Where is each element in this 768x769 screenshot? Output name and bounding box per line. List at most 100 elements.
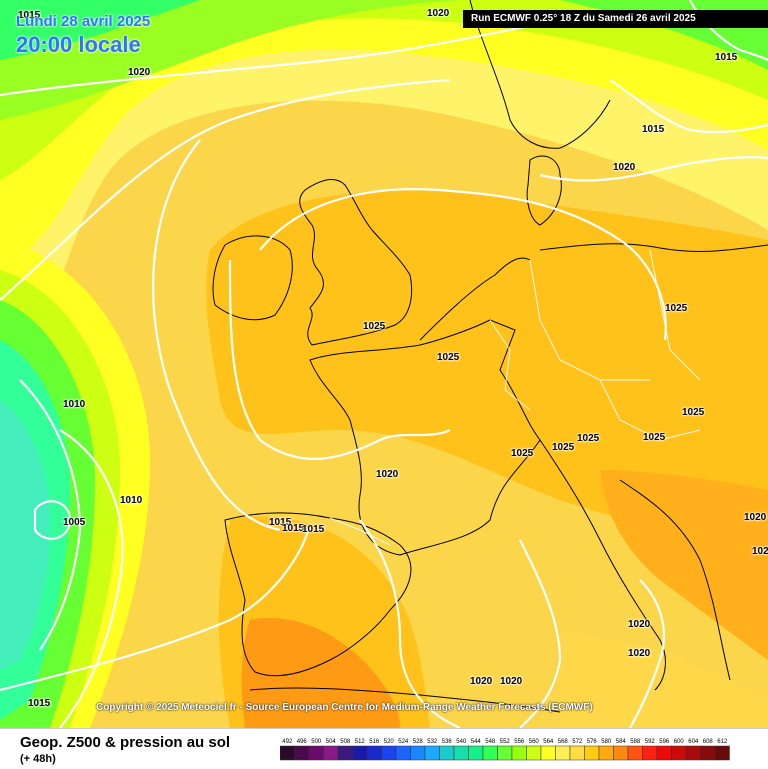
legend-swatch xyxy=(569,745,585,761)
isobar-label: 1020 xyxy=(376,469,399,480)
isobar-1015-ne xyxy=(609,79,768,134)
isobar-1020-greece xyxy=(629,579,665,728)
ireland-outline xyxy=(212,235,293,321)
legend-swatch xyxy=(685,745,701,761)
isobar-label: 1015 xyxy=(18,10,41,21)
isobar-label: 1005 xyxy=(63,517,86,528)
isobar-label: 1025 xyxy=(665,303,688,314)
legend-swatch xyxy=(555,745,571,761)
legend-swatch xyxy=(526,745,542,761)
band-light-south xyxy=(560,630,768,728)
legend-tick-label: 492 xyxy=(282,739,293,745)
legend-swatch xyxy=(308,745,324,761)
isobar-label: 1020 xyxy=(500,676,523,687)
legend-swatch xyxy=(366,745,382,761)
legend-swatch xyxy=(280,745,295,761)
legend-swatch xyxy=(410,745,426,761)
legend-tick-label: 596 xyxy=(659,739,670,745)
legend-tick-label: 540 xyxy=(456,739,467,745)
legend-tick-label: 612 xyxy=(717,739,728,745)
legend-tick-label: 516 xyxy=(369,739,380,745)
legend-swatch xyxy=(511,745,527,761)
legend-tick-label: 564 xyxy=(543,739,554,745)
legend-swatch xyxy=(598,745,614,761)
legend-swatch xyxy=(337,745,353,761)
isobar-label: 1010 xyxy=(120,495,143,506)
legend-tick-label: 600 xyxy=(674,739,685,745)
legend-swatch xyxy=(294,745,310,761)
africa-coast xyxy=(249,687,561,713)
forecast-offset: (+ 48h) xyxy=(20,753,56,765)
legend-tick-label: 556 xyxy=(514,739,525,745)
legend-tick-label: 496 xyxy=(297,739,308,745)
adriatic-coast xyxy=(619,479,731,681)
legend-tick-label: 528 xyxy=(413,739,424,745)
isobar-label: 1025 xyxy=(577,433,600,444)
legend-tick-label: 552 xyxy=(500,739,511,745)
band-pale-yellow xyxy=(0,0,768,340)
legend-swatch xyxy=(540,745,556,761)
border-fr-de xyxy=(489,319,531,411)
legend-swatch xyxy=(352,745,368,761)
isobar-1020-west xyxy=(152,139,281,532)
isobar-1020-north xyxy=(0,18,561,97)
isobar-1015-sw xyxy=(0,524,312,692)
isobar-label: 1015 xyxy=(642,124,665,135)
legend-tick-label: 604 xyxy=(688,739,699,745)
legend-tick-label: 608 xyxy=(703,739,714,745)
isobar-label: 1025 xyxy=(552,442,575,453)
isobar-label: 1020 xyxy=(628,648,651,659)
france-outline xyxy=(309,319,541,556)
isobar-label: 1025 xyxy=(363,321,386,332)
britain-outline xyxy=(299,179,413,346)
forecast-time: 20:00 locale xyxy=(16,32,141,57)
legend-tick-label: 500 xyxy=(311,739,322,745)
legend-swatch xyxy=(584,745,600,761)
isobar-1025 xyxy=(259,188,667,341)
legend-tick-label: 508 xyxy=(340,739,351,745)
border-de-pl xyxy=(529,259,650,381)
band-deep-orange xyxy=(241,618,400,728)
run-banner: Run ECMWF 0.25° 18 Z du Samedi 26 avril … xyxy=(463,10,768,28)
isobar-1020-ne xyxy=(539,156,768,182)
baltic-coast xyxy=(539,243,768,252)
isobar-label: 1020 xyxy=(613,162,636,173)
band-orange-balkans xyxy=(600,470,768,660)
netherlands-coast xyxy=(419,257,531,341)
isobar-1010-inner xyxy=(19,379,82,651)
legend-swatch xyxy=(642,745,658,761)
color-legend: 492 496 500 504 508 512 516 520 524 528 532 536 540 5… xyxy=(280,739,730,761)
isobar-label: 1010 xyxy=(63,399,86,410)
legend-tick-label: 536 xyxy=(442,739,453,745)
band-orange-ridge xyxy=(206,190,768,560)
band-yellow xyxy=(0,0,768,270)
legend-tick-label: 532 xyxy=(427,739,438,745)
isobar-1010-outer xyxy=(59,429,124,728)
isobar-label: 1025 xyxy=(682,407,705,418)
legend-swatch xyxy=(627,745,643,761)
legend-footer: Geop. Z500 & pression au sol (+ 48h) 492… xyxy=(0,728,768,769)
isobar-label: 1015 xyxy=(302,524,325,535)
legend-swatch xyxy=(453,745,469,761)
legend-swatch xyxy=(497,745,513,761)
border-es-fr xyxy=(329,517,391,546)
isobar-1005 xyxy=(33,500,72,540)
isobar-1020-iberia xyxy=(359,519,461,728)
legend-tick-label: 544 xyxy=(471,739,482,745)
legend-swatch xyxy=(323,745,339,761)
isobars xyxy=(0,0,768,728)
legend-tick-label: 560 xyxy=(529,739,540,745)
map-canvas xyxy=(0,0,768,728)
isobar-label: 1015 xyxy=(269,517,292,528)
legend-swatch xyxy=(714,745,730,761)
legend-swatch xyxy=(482,745,498,761)
legend-tick-label: 580 xyxy=(601,739,612,745)
legend-swatch xyxy=(613,745,629,761)
legend-tick-label: 584 xyxy=(616,739,627,745)
isobar-label: 1020 xyxy=(744,512,767,523)
denmark-outline xyxy=(526,155,562,226)
isobar-1015-north xyxy=(0,78,451,301)
border-at xyxy=(599,379,701,441)
band-green-nw xyxy=(0,0,460,120)
isobar-label: 1025 xyxy=(437,352,460,363)
